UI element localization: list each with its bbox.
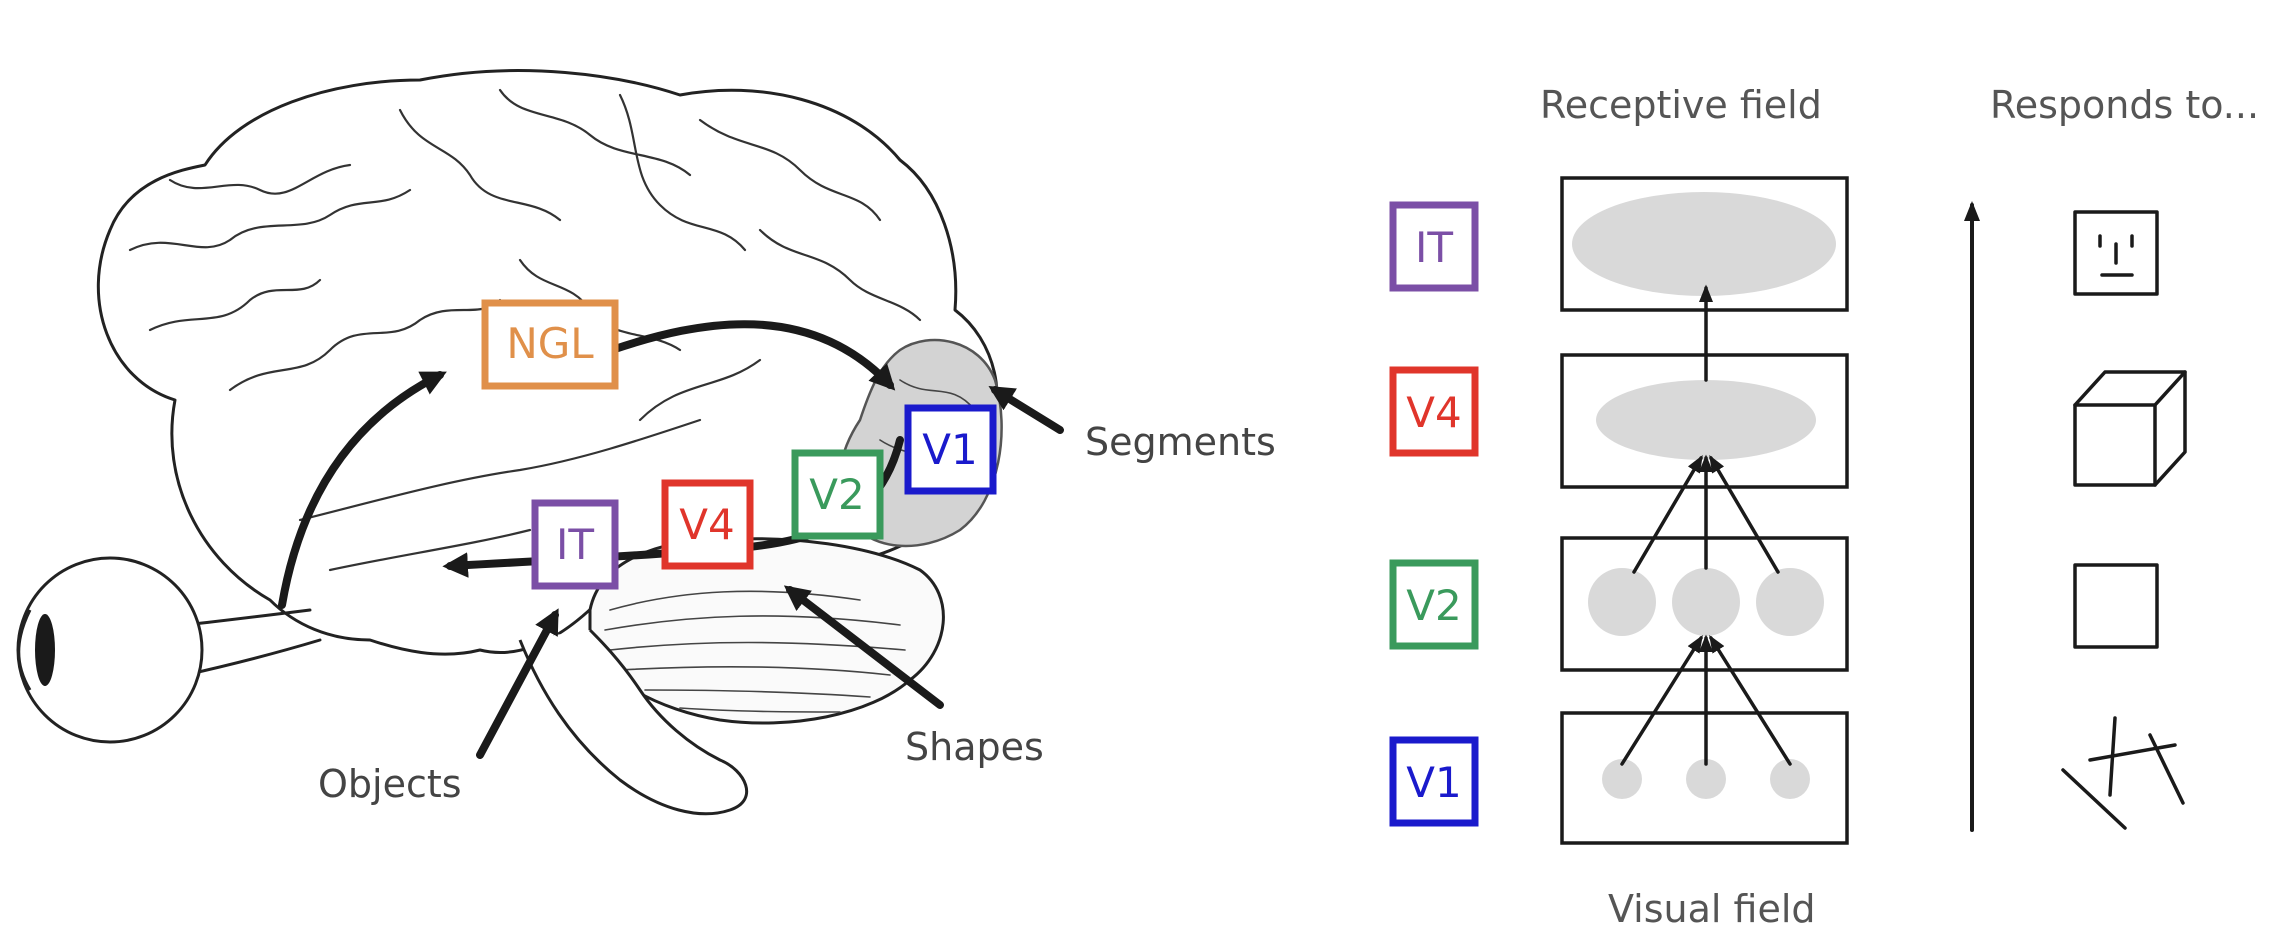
- convergence-arrows: [1620, 284, 1792, 766]
- cerebellum-folia: [609, 590, 861, 611]
- lateral-fissure: [298, 418, 702, 522]
- optic-nerve: [183, 638, 322, 677]
- v1-level-label: V1: [1406, 758, 1461, 807]
- brain-sulcus: [618, 93, 747, 252]
- brain-outline: [96, 69, 999, 656]
- it-level-label: IT: [1415, 223, 1453, 272]
- v2-label-brain: V2: [809, 470, 864, 519]
- brain-illustration: [16, 69, 1003, 816]
- pathway-arrow-eye-to-ngl: [278, 371, 447, 609]
- brain-sulcus: [168, 163, 352, 195]
- visual-field-label: Visual field: [1608, 887, 1816, 930]
- cube-icon: [2073, 370, 2187, 487]
- brain-sulcus: [148, 278, 322, 332]
- face-icon: [2073, 210, 2159, 296]
- objects-pointer-arrow: [476, 608, 559, 759]
- v4-level-label: V4: [1406, 388, 1461, 437]
- cerebellum-folia: [619, 665, 891, 676]
- responds-to-heading: Responds to...: [1990, 83, 2259, 127]
- pathway-arrow-ngl-to-v1: [608, 320, 896, 391]
- brain-sulcus: [498, 88, 692, 177]
- v4-label-brain: V4: [679, 500, 734, 549]
- v2-box-brain: V2: [791, 449, 884, 540]
- cerebellum-folia: [604, 615, 901, 631]
- brain-sulcus: [328, 528, 532, 572]
- it-label-brain: IT: [556, 520, 594, 569]
- v2-level-box: V2: [1389, 559, 1479, 650]
- brainstem: [518, 628, 749, 816]
- optic-nerve: [183, 608, 312, 627]
- ngl-box: NGL: [481, 299, 619, 390]
- v1-level-box: V1: [1389, 736, 1479, 827]
- line-segments-icon: [2061, 716, 2185, 830]
- brain-sulcus: [228, 298, 502, 392]
- v1-box-brain: V1: [904, 404, 997, 495]
- brain-sulcus: [398, 108, 562, 222]
- v2-level-label: V2: [1406, 581, 1461, 630]
- objects-label: Objects: [318, 762, 462, 806]
- ngl-label: NGL: [506, 319, 594, 368]
- it-box-brain: IT: [531, 499, 619, 590]
- shapes-pointer-arrow: [783, 585, 944, 709]
- rf-panel-v4: [1560, 353, 1849, 489]
- receptive-field-heading: Receptive field: [1540, 83, 1822, 127]
- shapes-label: Shapes: [905, 725, 1044, 769]
- cerebellum-folia: [644, 689, 871, 698]
- occipital-sulcus: [899, 379, 976, 411]
- rf-panel-v1: [1560, 711, 1849, 845]
- cerebellum-folia: [679, 707, 841, 713]
- brain-sulcus: [758, 228, 922, 322]
- it-level-box: IT: [1389, 201, 1479, 292]
- square-icon: [2073, 563, 2159, 649]
- v1-label-brain: V1: [922, 425, 977, 474]
- brain-sulcus: [698, 118, 882, 222]
- v4-box-brain: V4: [661, 479, 754, 570]
- v4-level-box: V4: [1389, 366, 1479, 457]
- segments-pointer-arrow: [988, 385, 1064, 434]
- eye-icon: [16, 556, 204, 744]
- segments-label: Segments: [1085, 420, 1276, 464]
- brain-sulcus: [638, 358, 762, 422]
- brain-sulcus: [128, 188, 412, 252]
